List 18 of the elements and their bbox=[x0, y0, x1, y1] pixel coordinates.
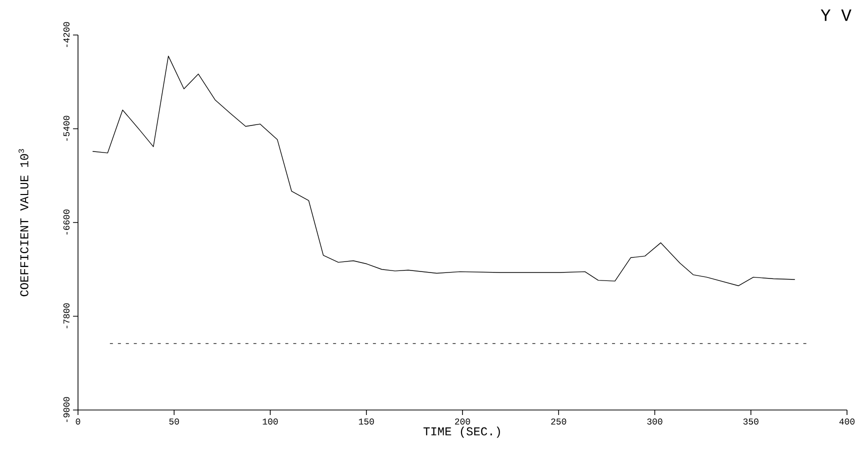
y-tick-label: -5400 bbox=[63, 116, 70, 141]
y-axis-title: COEFFICIENT VALUE 10$^{3}$ bbox=[18, 149, 28, 296]
x-tick-label: 200 bbox=[455, 418, 470, 425]
x-tick-label: 250 bbox=[551, 418, 566, 425]
y-tick-label: -9000 bbox=[63, 397, 70, 422]
x-tick-label: 300 bbox=[647, 418, 662, 425]
x-tick-label: 50 bbox=[169, 418, 179, 425]
chart-title: Y V bbox=[820, 10, 852, 21]
x-tick-label: 100 bbox=[262, 418, 278, 425]
x-axis-title: TIME (SEC.) bbox=[423, 426, 500, 438]
x-tick-label: 350 bbox=[743, 418, 758, 425]
y-tick-label: -6600 bbox=[63, 210, 70, 234]
y-tick-label: -7800 bbox=[63, 303, 70, 328]
x-tick-label: 0 bbox=[76, 418, 80, 425]
x-tick-label: 150 bbox=[358, 418, 374, 425]
line-series bbox=[92, 56, 796, 286]
x-tick-label: 400 bbox=[839, 418, 855, 425]
y-tick-label: -4200 bbox=[63, 22, 70, 47]
